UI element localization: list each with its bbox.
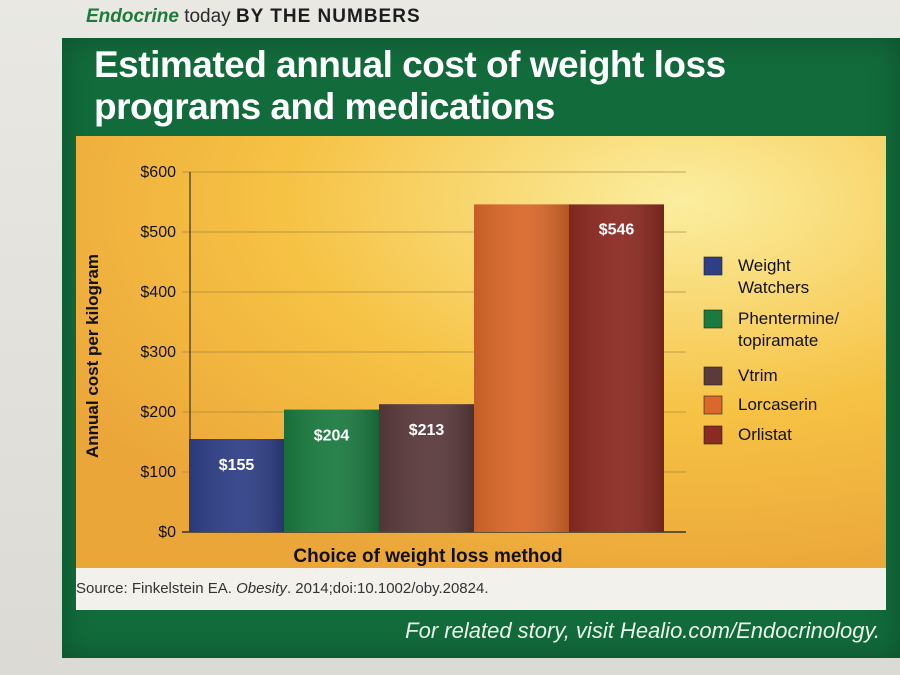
y-tick-label: $200 — [140, 404, 176, 421]
y-tick-label: $0 — [158, 524, 176, 541]
source-prefix: Source: Finkelstein EA. — [76, 580, 237, 597]
bar-chart: $0$100$200$300$400$500$600 $155$204 $213$… — [76, 136, 886, 568]
y-tick-label: $500 — [140, 224, 176, 241]
source-suffix: . 2014;doi:10.1002/oby.20824. — [286, 580, 489, 597]
legend-swatch — [703, 309, 723, 329]
related-story-link[interactable]: For related story, visit Healio.com/Endo… — [405, 618, 880, 643]
bar-shading — [474, 204, 569, 532]
y-tick-label: $100 — [140, 464, 176, 481]
legend-swatch — [703, 256, 723, 276]
y-axis: $0 $100 $200 $300 $400 $500 $600 — [140, 164, 191, 541]
bar-value-label: $155 — [219, 457, 255, 474]
bar-shading — [569, 204, 664, 532]
x-axis-label: Choice of weight loss method — [293, 546, 562, 567]
y-tick-label: $600 — [140, 164, 176, 181]
legend-label: Phentermine/ — [738, 309, 839, 328]
brand-name: Endocrine — [86, 6, 179, 27]
bar-value-label: $204 — [314, 428, 350, 445]
section-label: BY THE NUMBERS — [235, 6, 421, 27]
masthead: Endocrine today BY THE NUMBERS — [86, 6, 421, 32]
bar-shading — [189, 439, 284, 532]
legend-label: Watchers — [738, 278, 809, 297]
legend-label: Lorcaserin — [738, 395, 817, 414]
bar-value-label: $213 — [409, 422, 445, 439]
y-axis-label: Annual cost per kilogram — [83, 254, 102, 458]
legend-swatch — [703, 366, 723, 386]
bar-shading — [379, 404, 474, 532]
legend-swatch — [703, 425, 723, 445]
y-tick-label: $300 — [140, 344, 176, 361]
y-tick-label: $400 — [140, 284, 176, 301]
legend-label: Orlistat — [738, 425, 792, 444]
legend-label: Weight — [738, 256, 791, 275]
source-citation: Source: Finkelstein EA. Obesity. 2014;do… — [76, 580, 489, 597]
legend-label: topiramate — [738, 331, 818, 350]
source-journal: Obesity — [236, 580, 287, 597]
bar-shading — [284, 409, 379, 532]
brand-suffix: today — [184, 6, 231, 27]
chart-title: Estimated annual cost of weight loss pro… — [94, 44, 726, 127]
bar-value-label: $546 — [599, 221, 635, 238]
legend-swatch — [703, 395, 723, 415]
legend: Weight Watchers Phentermine/topiramate Vtri… — [703, 256, 839, 445]
bars: $155 $204 $213 $546 — [189, 204, 664, 532]
legend-label: Vtrim — [738, 366, 778, 385]
